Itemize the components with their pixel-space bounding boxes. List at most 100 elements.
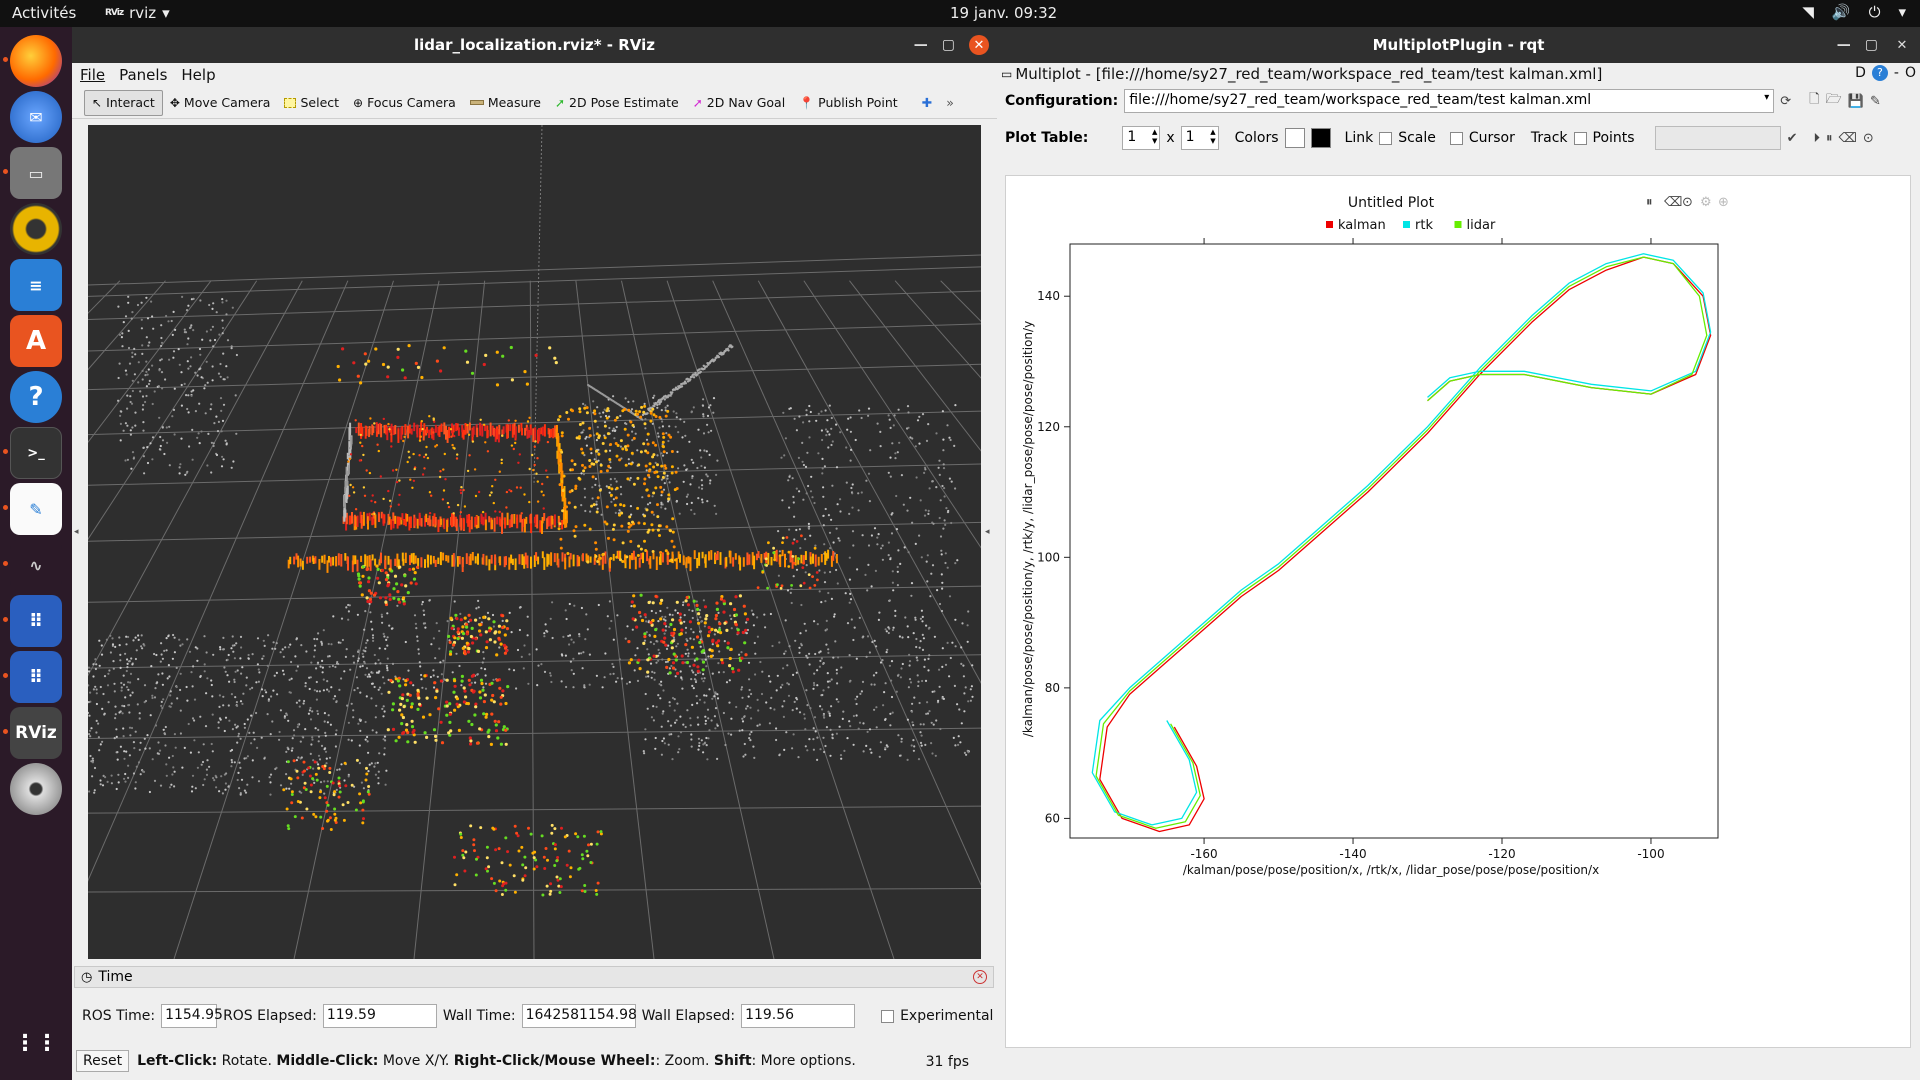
3d-viewport[interactable] xyxy=(88,125,981,959)
help-icon[interactable]: ? xyxy=(1871,65,1888,81)
dvd-icon[interactable] xyxy=(10,763,62,815)
activities-button[interactable]: Activités xyxy=(12,4,77,22)
tree-cluster-points xyxy=(534,858,538,862)
system-monitor-icon[interactable]: ∿ xyxy=(10,539,62,591)
foreground-color-swatch[interactable] xyxy=(1310,128,1331,148)
track-checkbox[interactable] xyxy=(1573,131,1587,145)
help-icon[interactable]: ? xyxy=(10,371,62,423)
terminal-icon[interactable]: >_ xyxy=(10,427,62,479)
structure-edge-points xyxy=(564,511,567,520)
save-icon[interactable]: 💾 xyxy=(1847,93,1864,109)
vegetation-points xyxy=(722,671,725,674)
close-icon[interactable]: ✕ xyxy=(969,35,989,55)
app-menu[interactable]: RViz rviz ▾ xyxy=(105,4,170,22)
legend-swatch-rtk xyxy=(1403,221,1410,228)
maximize-icon[interactable]: ▢ xyxy=(1864,37,1878,53)
menu-file[interactable]: File xyxy=(80,66,106,84)
new-file-icon[interactable]: 🗋 xyxy=(1809,92,1820,107)
export-icon[interactable]: ⊙ xyxy=(1682,195,1693,210)
thunderbird-icon[interactable]: ✉ xyxy=(10,91,62,143)
tree-cluster-points xyxy=(695,635,700,639)
wall-time-field[interactable]: 1642581154.98 xyxy=(521,1004,637,1028)
export-icon[interactable]: ⊙ xyxy=(1862,130,1874,146)
system-tray[interactable]: ◥ 🔊 ⏻ ▾ xyxy=(1802,3,1906,21)
right-dock-handle[interactable]: ◂ xyxy=(985,527,990,537)
add-tool-button[interactable]: ✚ xyxy=(915,90,939,116)
link-checkbox[interactable] xyxy=(1379,131,1393,145)
tool-2d-pose-estimate[interactable]: ➚ 2D Pose Estimate xyxy=(554,95,679,110)
background-color-swatch[interactable] xyxy=(1284,128,1305,148)
close-icon[interactable]: ✕ xyxy=(1896,37,1908,53)
text-editor-icon[interactable]: ✎ xyxy=(10,483,62,535)
reload-icon[interactable]: ⟳ xyxy=(1780,93,1792,109)
plot-area[interactable]: Untitled Plot ⏸ ⌫ ⊙ ⚙ ⊕ kalman rtk lidar -… xyxy=(1005,175,1911,1048)
files-icon[interactable]: ▭ xyxy=(10,147,62,199)
tool-2d-nav-goal[interactable]: ➚ 2D Nav Goal xyxy=(692,95,786,110)
vegetation-points xyxy=(133,373,136,376)
tool-focus-camera[interactable]: ⊕ Focus Camera xyxy=(353,95,456,110)
play-icon[interactable]: ⏵ xyxy=(1813,130,1821,146)
cursor-checkbox[interactable] xyxy=(1449,131,1463,145)
tool-move-camera[interactable]: ✥ Move Camera xyxy=(169,95,271,110)
app-grid-icon[interactable]: ⠿ xyxy=(10,651,62,703)
tree-cluster-points xyxy=(412,577,417,581)
menu-help[interactable]: Help xyxy=(181,66,216,84)
wall-elapsed-field[interactable]: 119.56 xyxy=(741,1004,856,1028)
structure-edge-points xyxy=(748,554,751,565)
minimize-icon[interactable]: — xyxy=(1836,37,1851,53)
reset-button[interactable]: Reset xyxy=(76,1050,130,1072)
maximize-icon[interactable]: ▢ xyxy=(941,37,955,53)
tree-cluster-points xyxy=(461,853,465,857)
toolbar-overflow-button[interactable]: » xyxy=(939,90,961,116)
tool-publish-point[interactable]: 📍 Publish Point xyxy=(799,95,898,110)
check-icon[interactable]: ✔ xyxy=(1786,130,1798,146)
software-icon[interactable]: A xyxy=(10,315,62,367)
pause-icon[interactable]: ⏸ xyxy=(1646,195,1653,210)
building-points xyxy=(612,395,615,398)
clear-icon[interactable]: ⌫ xyxy=(1838,130,1857,146)
zoom-icon[interactable]: ⊕ xyxy=(1718,195,1729,210)
firefox-icon[interactable] xyxy=(10,35,62,87)
app-grid-icon[interactable]: ⠿ xyxy=(10,595,62,647)
tree-cluster-points xyxy=(502,725,506,729)
menu-panels[interactable]: Panels xyxy=(119,66,168,84)
save-as-icon[interactable]: ✎ xyxy=(1869,93,1881,109)
configuration-combo[interactable]: file:///home/sy27_red_team/workspace_red… xyxy=(1124,89,1775,113)
tool-select[interactable]: Select xyxy=(277,90,346,116)
dock-button[interactable]: D xyxy=(1855,65,1866,81)
close-icon[interactable]: ✕ xyxy=(973,970,987,984)
structure-edge-points xyxy=(413,422,416,432)
rviz-icon[interactable]: RViz xyxy=(10,707,62,759)
tool-interact[interactable]: ↖ Interact xyxy=(84,89,163,116)
left-dock-handle[interactable]: ◂ xyxy=(74,527,79,537)
cols-spinbox[interactable]: 1 ▲ ▼ xyxy=(1180,126,1219,150)
track-field[interactable] xyxy=(1654,126,1781,150)
pause-icon[interactable]: ⏸ xyxy=(1826,130,1833,146)
open-file-icon[interactable]: 🗁 xyxy=(1825,92,1842,107)
clock[interactable]: 19 janv. 09:32 xyxy=(950,4,1058,22)
building-points xyxy=(783,454,786,457)
building-points xyxy=(817,452,820,455)
experimental-checkbox[interactable] xyxy=(881,1009,895,1023)
rviz-titlebar[interactable]: lidar_localization.rviz* - RViz — ▢ ✕ xyxy=(72,27,997,63)
tree-cluster-points xyxy=(398,600,402,604)
tool-measure[interactable]: Measure xyxy=(463,90,548,116)
minus-button[interactable]: - xyxy=(1893,65,1899,81)
minimize-icon[interactable]: — xyxy=(913,37,928,53)
close-button[interactable]: O xyxy=(1904,65,1916,81)
multiplot-titlebar[interactable]: MultiplotPlugin - rqt — ▢ ✕ xyxy=(997,27,1920,63)
structure-edge-points xyxy=(392,512,395,521)
writer-icon[interactable]: ≡ xyxy=(10,259,62,311)
settings-icon[interactable]: ⚙ xyxy=(1700,195,1712,210)
clear-icon[interactable]: ⌫ xyxy=(1663,195,1682,210)
tree-cluster-points xyxy=(468,736,472,740)
vegetation-points xyxy=(827,651,830,655)
structure-edge-points xyxy=(562,492,564,501)
tree-cluster-points xyxy=(358,792,362,796)
grid-line xyxy=(529,280,535,959)
show-apps-icon[interactable]: ⋮⋮ xyxy=(14,1030,58,1056)
ros-time-field[interactable]: 1154.95 xyxy=(161,1004,223,1028)
rhythmbox-icon[interactable] xyxy=(10,203,62,255)
rows-spinbox[interactable]: 1 ▲ ▼ xyxy=(1122,126,1161,150)
ros-elapsed-field[interactable]: 119.59 xyxy=(322,1004,437,1028)
